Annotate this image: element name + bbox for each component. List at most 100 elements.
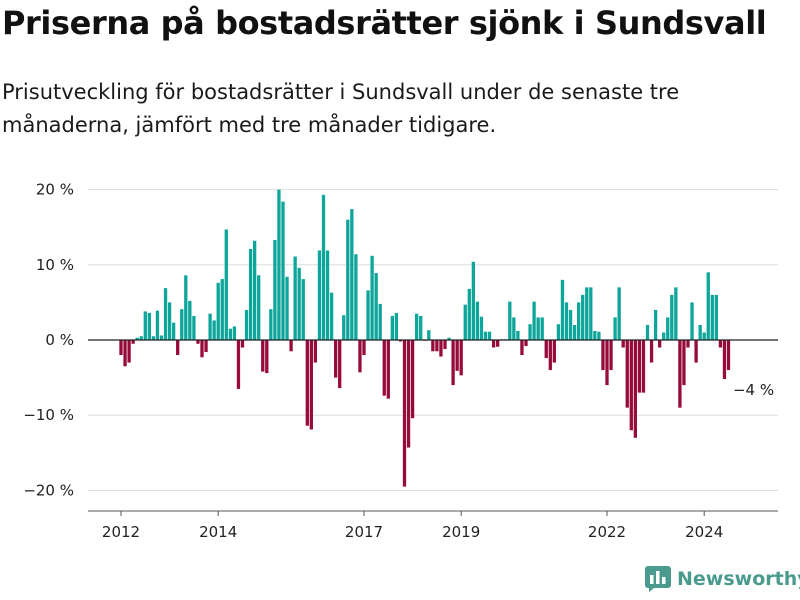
bar-negative xyxy=(362,340,366,356)
bar-negative xyxy=(629,340,633,431)
bar-positive xyxy=(479,316,484,340)
bar-positive xyxy=(714,294,718,340)
brand-name: Newsworthy xyxy=(677,568,800,590)
x-tick-label: 2024 xyxy=(685,523,723,541)
bar-positive xyxy=(208,313,212,340)
bar-positive xyxy=(698,324,702,340)
bar-negative xyxy=(544,340,548,359)
bar-positive xyxy=(471,261,475,340)
bar-positive xyxy=(536,317,540,340)
bar-positive xyxy=(710,294,714,340)
bar-positive xyxy=(447,337,451,340)
bar-negative xyxy=(410,340,415,419)
bar-positive xyxy=(281,201,285,340)
bar-negative xyxy=(131,340,135,344)
bar-positive xyxy=(172,322,176,340)
bar-negative xyxy=(200,340,204,358)
bar-positive xyxy=(163,288,168,340)
bar-negative xyxy=(236,340,241,389)
bar-positive xyxy=(467,288,471,340)
bar-positive xyxy=(151,336,156,340)
x-tick-label: 2014 xyxy=(199,523,237,541)
chart-title: Priserna på bostadsrätter sjönk i Sundsv… xyxy=(2,4,767,42)
bar-negative xyxy=(309,340,313,430)
bar-positive xyxy=(350,209,354,340)
bar-positive xyxy=(593,330,597,340)
bar-negative xyxy=(386,340,390,399)
bar-positive xyxy=(147,312,151,340)
bars xyxy=(119,189,731,487)
x-axis: 2012 2014 2017 2019 2022 2024 xyxy=(88,510,778,541)
bar-negative xyxy=(398,340,403,342)
bar-positive xyxy=(556,324,561,340)
bar-positive xyxy=(224,229,228,340)
bar-negative xyxy=(548,340,552,371)
chart-subtitle: Prisutveckling för bostadsrätter i Sunds… xyxy=(2,80,680,137)
bar-negative xyxy=(443,340,447,350)
bar-positive xyxy=(212,320,216,340)
bar-negative xyxy=(621,340,625,348)
bar-positive xyxy=(516,330,520,340)
bar-positive xyxy=(277,189,281,340)
bar-positive xyxy=(317,250,322,340)
bar-negative xyxy=(313,340,318,363)
bar-negative xyxy=(435,340,439,352)
bar-positive xyxy=(560,279,565,340)
bar-negative xyxy=(649,340,654,363)
annotation-layer: −4 % xyxy=(733,381,774,399)
bar-negative xyxy=(176,340,180,356)
bar-positive xyxy=(220,279,224,340)
bar-positive xyxy=(297,267,301,340)
bar-negative xyxy=(334,340,338,378)
y-tick-label: 20 % xyxy=(36,181,74,199)
bar-negative xyxy=(601,340,605,371)
bar-positive xyxy=(390,315,394,340)
bar-positive xyxy=(394,312,399,340)
bar-negative xyxy=(459,340,463,376)
y-tick-label: 10 % xyxy=(36,256,74,274)
x-tick-label: 2022 xyxy=(588,523,626,541)
bar-positive xyxy=(346,219,350,340)
bar-positive xyxy=(155,310,160,340)
y-tick-label: 0 % xyxy=(45,331,74,349)
bar-positive xyxy=(670,294,674,340)
bar-positive xyxy=(589,287,593,340)
bar-negative xyxy=(127,340,131,363)
bar-positive xyxy=(662,332,666,340)
x-tick-label: 2017 xyxy=(345,523,383,541)
bar-positive xyxy=(253,240,257,340)
bar-positive xyxy=(463,304,467,340)
bar-negative xyxy=(289,340,293,352)
y-tick-label: −10 % xyxy=(23,406,74,424)
bar-positive xyxy=(342,315,346,340)
x-tick-label: 2012 xyxy=(102,523,140,541)
bar-negative xyxy=(552,340,556,363)
bar-negative xyxy=(718,340,723,348)
bar-positive xyxy=(702,332,706,340)
bar-negative xyxy=(678,340,682,408)
bar-positive xyxy=(597,331,601,340)
bar-positive xyxy=(329,292,334,340)
bar-positive xyxy=(301,279,305,340)
bar-positive xyxy=(293,256,297,340)
bar-negative xyxy=(338,340,342,389)
bar-negative xyxy=(641,340,646,393)
bar-positive xyxy=(143,311,147,340)
latest-value-label: −4 % xyxy=(733,381,774,399)
grid-lines xyxy=(88,189,778,491)
bar-negative xyxy=(682,340,686,386)
bar-positive xyxy=(228,328,232,340)
bar-positive xyxy=(572,324,577,340)
bar-positive xyxy=(564,302,569,340)
bar-positive xyxy=(285,276,289,340)
bar-positive xyxy=(354,254,358,340)
bar-positive xyxy=(645,324,650,340)
bar-positive xyxy=(232,326,237,340)
bar-positive xyxy=(244,309,249,340)
bar-positive xyxy=(617,287,621,340)
bar-negative xyxy=(265,340,269,374)
bar-positive xyxy=(419,315,423,340)
bar-positive xyxy=(257,275,261,340)
bar-negative xyxy=(455,340,459,371)
